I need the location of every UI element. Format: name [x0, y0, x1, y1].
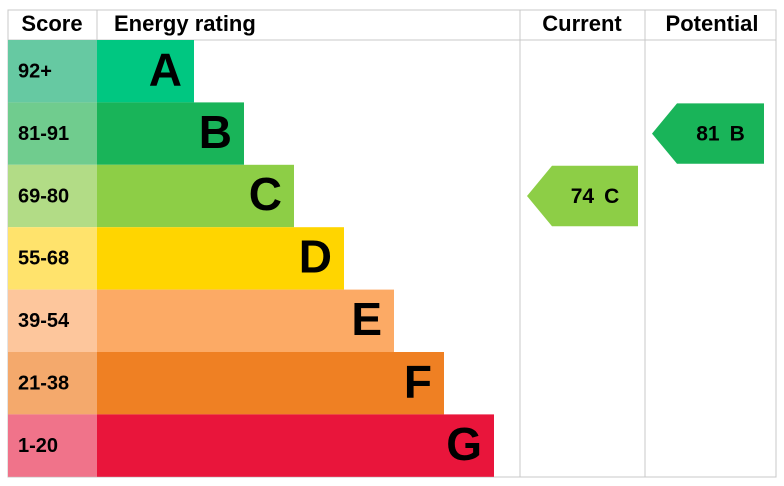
potential-value: 81	[696, 122, 720, 145]
score-cell	[8, 102, 97, 165]
rating-bar	[97, 414, 494, 477]
rating-bar	[97, 40, 194, 103]
potential-label: 81 B	[696, 122, 745, 145]
score-cell	[8, 352, 97, 415]
score-cell	[8, 289, 97, 352]
score-label: 1-20	[18, 435, 58, 457]
score-label: 92+	[18, 60, 52, 82]
header-potential: Potential	[666, 11, 759, 36]
rating-bar	[97, 227, 344, 290]
rating-letter: F	[404, 355, 432, 407]
score-label: 81-91	[18, 123, 69, 145]
header-current: Current	[542, 11, 622, 36]
current-letter: C	[604, 185, 619, 208]
score-label: 55-68	[18, 248, 69, 270]
current-arrow	[527, 165, 638, 227]
potential-arrow	[652, 103, 764, 164]
rating-letter: B	[199, 106, 232, 158]
score-label: 21-38	[18, 372, 69, 394]
rating-letter: E	[351, 293, 382, 345]
rating-bar	[97, 352, 444, 415]
score-label: 39-54	[18, 310, 70, 332]
score-cell	[8, 164, 97, 228]
score-cell	[8, 414, 97, 477]
header-score: Score	[21, 11, 82, 36]
rating-bar	[97, 289, 394, 352]
rating-bar	[97, 102, 244, 165]
rating-letter: C	[249, 168, 282, 220]
score-cell	[8, 227, 97, 290]
rating-letter: G	[446, 418, 482, 470]
current-value: 74	[571, 185, 595, 208]
rating-letter: A	[149, 43, 182, 95]
score-label: 69-80	[18, 185, 69, 207]
score-cell	[8, 40, 97, 103]
header-rating: Energy rating	[114, 11, 256, 36]
rating-letter: D	[299, 231, 332, 283]
current-label: 74 C	[571, 185, 620, 208]
rating-bar	[97, 164, 294, 228]
potential-letter: B	[730, 122, 745, 145]
